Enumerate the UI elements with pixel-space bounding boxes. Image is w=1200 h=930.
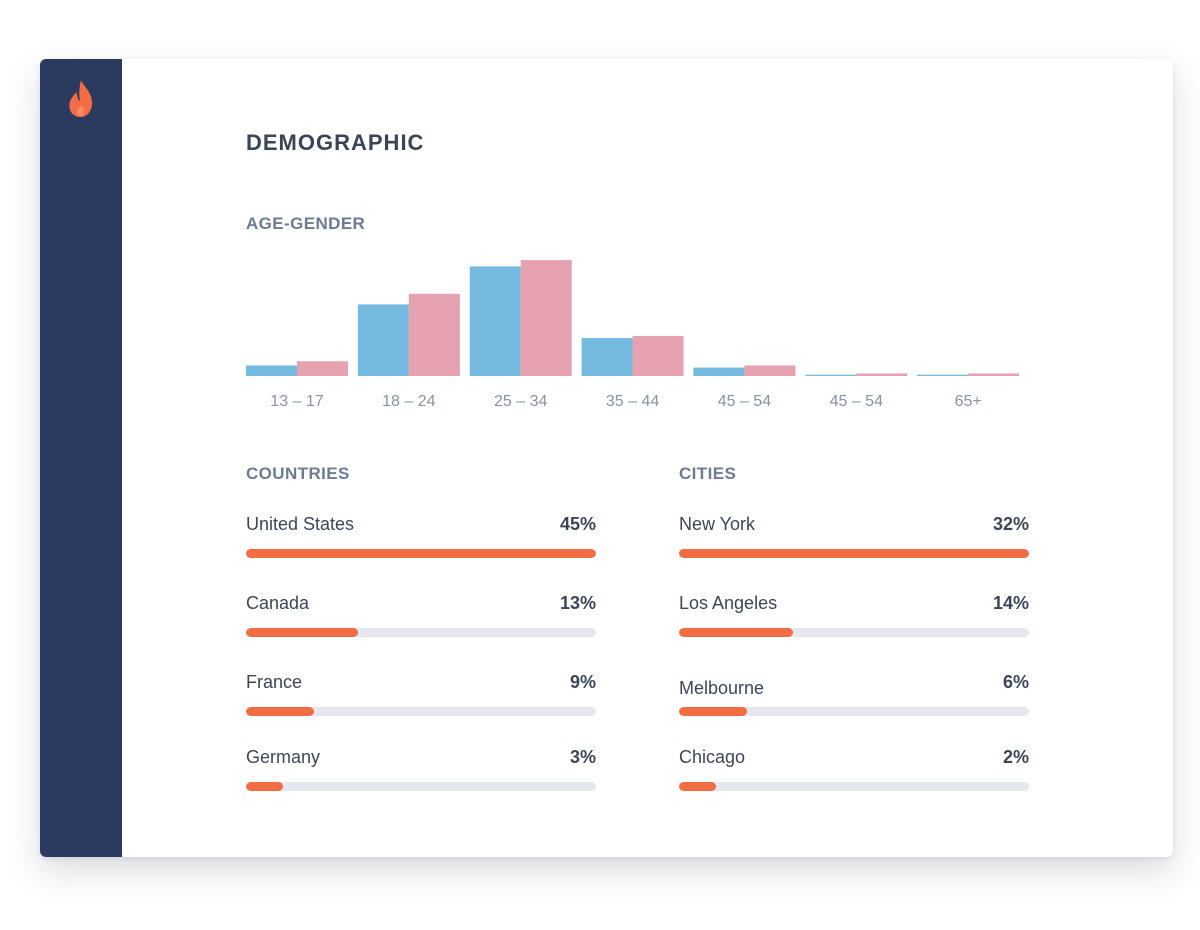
- city-name-chicago: Chicago: [679, 747, 746, 767]
- city-value-los-angeles: 14%: [992, 593, 1029, 613]
- progress-track: [679, 707, 1029, 716]
- page-title: DEMOGRAPHIC: [246, 130, 425, 155]
- country-name-canada: Canada: [246, 593, 310, 613]
- progress-fill: [679, 549, 1029, 558]
- progress-track: [679, 628, 1029, 637]
- bar-male-4: [693, 367, 745, 376]
- x-tick-label: 13 – 17: [270, 393, 323, 410]
- country-name-france: France: [246, 672, 303, 692]
- progress-fill: [679, 628, 793, 637]
- main-panel: DEMOGRAPHIC AGE-GENDER 13 – 17 18 – 24 25 …: [122, 59, 1173, 857]
- city-name-los-angeles: Los Angeles: [679, 593, 778, 613]
- sidebar: [40, 59, 122, 857]
- city-value-chicago: 2%: [1002, 747, 1029, 767]
- list-item: France 9%: [246, 672, 596, 722]
- progress-track: [679, 549, 1029, 558]
- age-gender-chart: 13 – 17 18 – 24 25 – 34 35 – 44 45 – 54 45 – …: [246, 254, 1029, 414]
- x-tick-label: 35 – 44: [606, 393, 659, 410]
- progress-track: [246, 549, 596, 558]
- country-name-united-states: United States: [246, 514, 355, 534]
- progress-fill: [246, 707, 315, 716]
- city-value-melbourne: 6%: [1002, 672, 1029, 692]
- bar-male-6: [917, 374, 969, 376]
- progress-fill: [679, 782, 716, 791]
- x-tick-label: 45 – 54: [718, 393, 771, 410]
- bar-female-5: [856, 373, 908, 376]
- x-tick-label: 65+: [955, 393, 982, 410]
- bar-female-6: [968, 373, 1020, 376]
- list-item: Germany 3%: [246, 747, 596, 797]
- list-item: Chicago 2%: [679, 747, 1029, 797]
- x-tick-label: 45 – 54: [830, 393, 883, 410]
- list-item: United States 45%: [246, 514, 596, 564]
- country-value-united-states: 45%: [559, 514, 596, 534]
- bar-male-1: [357, 304, 409, 376]
- list-item: New York 32%: [679, 514, 1029, 564]
- age-gender-title: AGE-GENDER: [246, 214, 366, 233]
- demographic-card: DEMOGRAPHIC AGE-GENDER 13 – 17 18 – 24 25 …: [40, 59, 1173, 857]
- country-name-germany: Germany: [246, 747, 321, 767]
- cities-title: CITIES: [679, 464, 737, 483]
- progress-fill: [246, 628, 358, 637]
- bar-female-4: [744, 365, 796, 376]
- country-value-canada: 13%: [559, 593, 596, 613]
- city-name-melbourne: Melbourne: [679, 678, 765, 698]
- progress-track: [679, 782, 1029, 791]
- city-name-new-york: New York: [679, 514, 756, 534]
- progress-track: [246, 628, 596, 637]
- list-item: Los Angeles 14%: [679, 593, 1029, 643]
- bar-female-1: [408, 293, 460, 376]
- bar-male-5: [805, 374, 857, 376]
- country-value-france: 9%: [569, 672, 596, 692]
- flame-icon[interactable]: [65, 79, 97, 119]
- bar-male-3: [581, 338, 633, 376]
- bar-female-0: [297, 361, 348, 376]
- countries-title: COUNTRIES: [246, 464, 350, 483]
- bar-female-3: [632, 335, 684, 376]
- list-item: Melbourne 6%: [679, 672, 1029, 722]
- progress-track: [246, 707, 596, 716]
- list-item: Canada 13%: [246, 593, 596, 643]
- progress-fill: [246, 549, 596, 558]
- bar-female-2: [520, 260, 572, 376]
- x-tick-label: 18 – 24: [382, 393, 435, 410]
- progress-fill: [246, 782, 283, 791]
- age-gender-chart-svg: 13 – 17 18 – 24 25 – 34 35 – 44 45 – 54 45 – …: [246, 260, 1020, 410]
- city-value-new-york: 32%: [992, 514, 1029, 534]
- country-value-germany: 3%: [569, 747, 596, 767]
- bar-male-2: [469, 266, 521, 376]
- bar-male-0: [246, 365, 297, 376]
- progress-track: [246, 782, 596, 791]
- progress-fill: [679, 707, 748, 716]
- x-tick-label: 25 – 34: [494, 393, 547, 410]
